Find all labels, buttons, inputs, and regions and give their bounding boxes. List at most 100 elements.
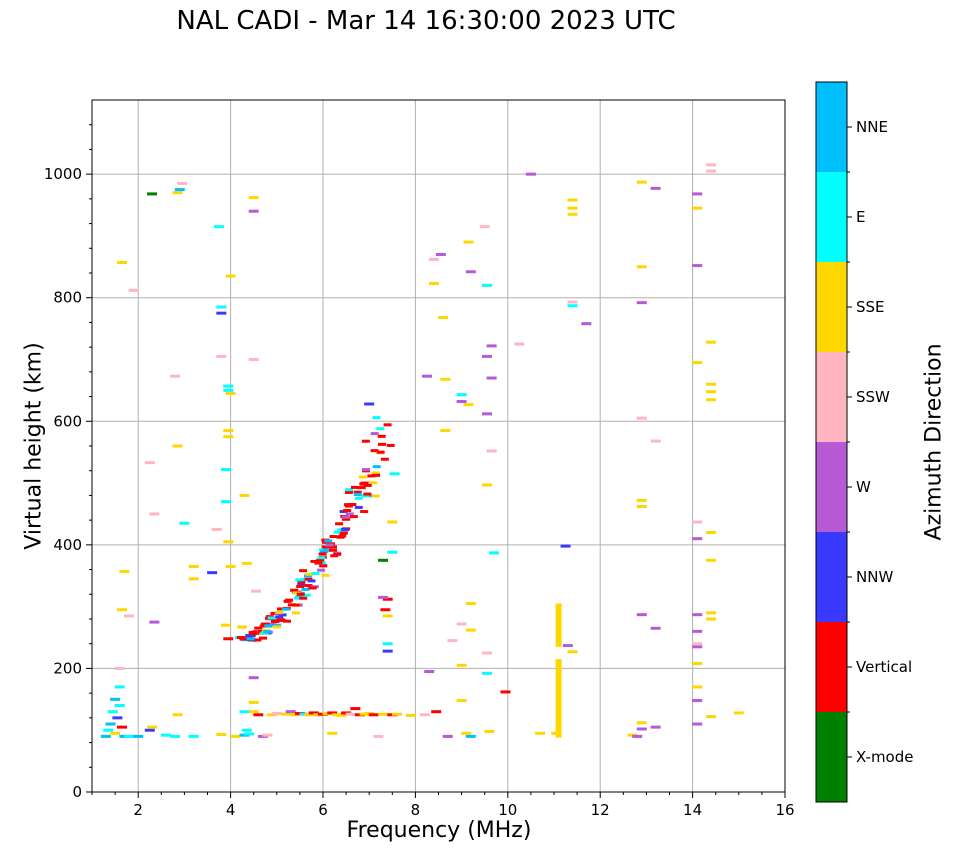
colorbar-tick-label: NNW <box>856 568 893 586</box>
echo-point <box>382 649 393 653</box>
echo-point <box>133 734 144 738</box>
trace-point <box>318 548 327 552</box>
trace-point <box>305 572 314 576</box>
trace-point <box>304 577 313 581</box>
echo-point <box>706 715 717 719</box>
trace-point <box>259 624 268 628</box>
trace-point <box>317 556 326 560</box>
echo-point <box>107 710 118 714</box>
echo-point <box>465 270 476 274</box>
trace-point <box>341 527 350 531</box>
echo-point <box>216 305 227 309</box>
echo-point <box>567 212 578 216</box>
echo-point <box>562 644 573 648</box>
echo-point <box>486 376 497 380</box>
trace-point <box>277 618 286 622</box>
echo-point <box>110 731 121 735</box>
trace-point <box>370 449 379 453</box>
trace-point <box>270 620 279 624</box>
trace-point <box>329 545 338 549</box>
trace-point <box>295 578 304 582</box>
echo-point <box>692 661 703 665</box>
echo-point <box>706 531 717 534</box>
trace-point <box>371 471 380 475</box>
colorbar-swatch <box>816 622 847 712</box>
trace-point <box>349 515 358 519</box>
echo-point <box>733 711 744 715</box>
echo-point <box>567 198 578 202</box>
echo-point <box>456 699 467 703</box>
echo-point <box>216 354 227 358</box>
echo-point <box>706 340 717 344</box>
trace-point <box>263 630 272 634</box>
trace-point <box>378 442 387 446</box>
echo-point <box>706 382 717 386</box>
echo-point <box>391 712 402 716</box>
echo-point <box>706 398 717 402</box>
echo-point <box>281 712 292 716</box>
echo-point <box>172 444 183 448</box>
echo-point <box>244 732 255 736</box>
echo-point <box>114 704 125 707</box>
echo-point <box>230 734 241 738</box>
echo-point <box>368 713 379 717</box>
echo-point <box>174 188 185 192</box>
echo-point <box>706 611 717 615</box>
trace-point <box>293 596 302 600</box>
echo-point <box>482 671 493 675</box>
echo-point <box>248 196 259 200</box>
trace-point <box>372 416 381 420</box>
trace-point <box>345 488 354 492</box>
trace-point <box>341 515 350 519</box>
echo-point <box>636 505 647 509</box>
echo-point <box>431 710 442 714</box>
trace-point <box>318 552 327 556</box>
echo-point <box>636 727 647 731</box>
echo-point <box>692 361 703 365</box>
echo-point <box>482 354 493 358</box>
echo-point <box>308 711 319 715</box>
echo-point <box>149 512 160 516</box>
trace-point <box>319 564 328 568</box>
x-tick-label: 16 <box>775 801 794 819</box>
trace-point <box>348 502 357 506</box>
trace-point <box>275 610 284 614</box>
y-tick-label: 400 <box>53 536 82 554</box>
y-tick-label: 200 <box>53 659 82 677</box>
axes: 2 4 6 8 10 12 14 16 0 200 400 600 800 1000 <box>44 99 795 819</box>
trace-point <box>247 634 256 638</box>
trace-point <box>296 584 305 588</box>
echo-point <box>105 722 116 726</box>
echo-point <box>149 620 160 624</box>
echo-point <box>636 721 647 725</box>
echo-point <box>567 206 578 210</box>
echo-point <box>440 377 451 381</box>
echo-point <box>378 595 389 599</box>
echo-point <box>421 374 432 378</box>
echo-point <box>482 283 493 287</box>
echo-point <box>465 734 476 738</box>
echo-point <box>389 472 400 476</box>
trace-point <box>308 586 317 590</box>
echo-point <box>345 712 356 716</box>
trace-point <box>314 561 323 565</box>
echo-point <box>692 206 703 210</box>
trace-point <box>329 535 338 539</box>
echo-point <box>692 613 703 617</box>
echo-point <box>285 710 296 714</box>
echo-point <box>706 617 717 621</box>
trace-point <box>236 636 245 640</box>
echo-point <box>405 713 416 717</box>
echo-point <box>465 602 476 606</box>
echo-point <box>424 670 435 674</box>
echo-point <box>248 700 259 704</box>
echo-point <box>100 734 111 738</box>
echo-point <box>211 527 222 531</box>
echo-point <box>160 733 171 737</box>
echo-point <box>692 629 703 633</box>
echo-point <box>262 733 273 737</box>
echo-point <box>144 461 155 465</box>
trace-point <box>323 548 332 552</box>
echo-point <box>706 558 717 562</box>
colorbar-swatch <box>816 442 847 532</box>
